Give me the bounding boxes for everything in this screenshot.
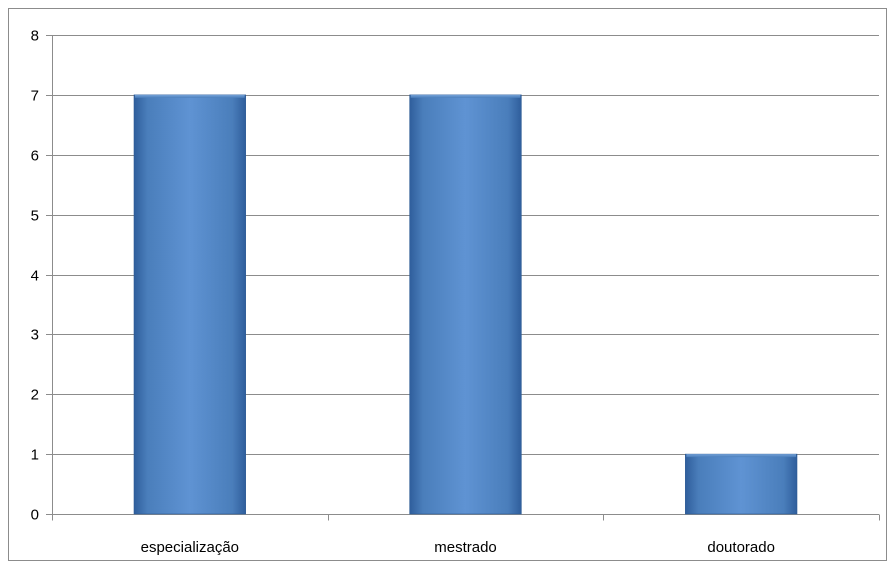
y-tick-label: 1 (31, 447, 39, 464)
x-tick-label: doutorado (707, 539, 775, 556)
y-tick-label: 3 (31, 327, 39, 344)
y-tick-label: 6 (31, 148, 39, 165)
bar-0 (133, 94, 246, 515)
chart-border (8, 8, 887, 561)
y-tick-label: 0 (31, 507, 39, 524)
y-tick-label: 8 (31, 28, 39, 45)
bar-highlight-2 (686, 454, 796, 458)
bar-highlight-0 (135, 94, 245, 98)
y-tick-label: 7 (31, 88, 39, 105)
y-tick-label: 2 (31, 387, 39, 404)
bars (133, 94, 798, 515)
x-tick-label: mestrado (434, 539, 497, 556)
chart-border-top (8, 8, 887, 9)
y-tick-label: 4 (31, 268, 39, 285)
x-tick-labels: especialização mestrado doutorado (141, 539, 775, 556)
bar-1 (409, 94, 522, 515)
y-tick-label: 5 (31, 208, 39, 225)
y-axis (46, 35, 53, 515)
bar-highlight-1 (410, 94, 521, 98)
bar-2 (685, 453, 798, 515)
y-tick-labels: 0 1 2 3 4 5 6 7 8 (31, 28, 39, 524)
x-axis (52, 514, 880, 521)
x-tick-label: especialização (141, 539, 239, 556)
